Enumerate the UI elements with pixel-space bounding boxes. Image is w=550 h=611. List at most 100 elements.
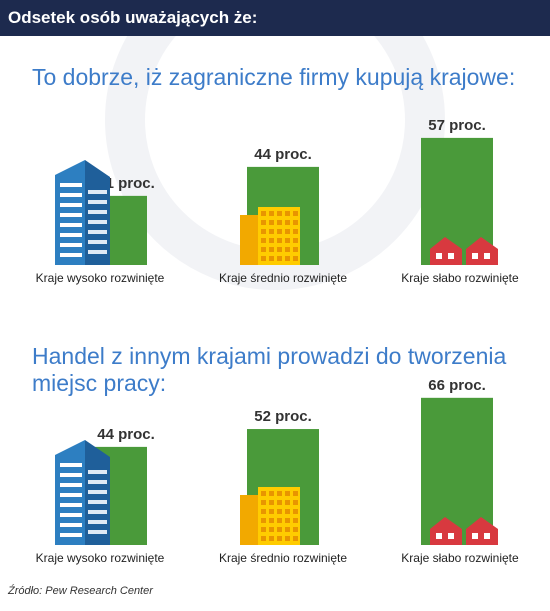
icon [285,238,290,243]
icon [88,520,107,524]
category-label: Kraje średnio rozwinięte [219,271,347,285]
icon [293,238,298,243]
icon [285,220,290,225]
icon [277,256,282,261]
icon [60,513,82,517]
icon [277,491,282,496]
icon [285,536,290,541]
icon [55,440,85,545]
icon [277,211,282,216]
icon [60,193,82,197]
icon [261,509,266,514]
icon [88,240,107,244]
icon [436,253,442,259]
icon [88,200,107,204]
icon [293,491,298,496]
value-label: 44 proc. [254,146,312,163]
icon [285,500,290,505]
icon [277,509,282,514]
icon [285,491,290,496]
icon [55,160,85,265]
icon [285,247,290,252]
icon [60,533,82,537]
chart-title: To dobrze, iż zagraniczne firmy kupują k… [32,64,516,90]
icon [277,238,282,243]
icon [261,229,266,234]
icon [60,243,82,247]
icon [258,207,300,265]
icon [269,247,274,252]
watermark [105,0,445,290]
icon [60,253,82,257]
icon [277,536,282,541]
icon [269,229,274,234]
icon [277,247,282,252]
icon [88,530,107,534]
category-label: Kraje wysoko rozwinięte [36,551,165,565]
icon [277,527,282,532]
category-label: Kraje słabo rozwinięte [401,271,519,285]
icon [269,256,274,261]
icon [240,495,258,545]
chart-title: Handel z innym krajami prowadzi do tworz… [32,343,507,396]
icon [261,220,266,225]
icon [285,229,290,234]
icon [88,190,107,194]
icon [258,487,300,545]
icon [60,223,82,227]
icon [88,230,107,234]
icon [285,509,290,514]
icon [472,253,478,259]
icon [261,238,266,243]
icon [261,211,266,216]
icon [261,491,266,496]
icon [277,518,282,523]
icon [285,527,290,532]
icon [88,510,107,514]
icon [277,500,282,505]
value-label: 44 proc. [97,426,155,443]
icon [261,518,266,523]
value-label: 52 proc. [254,408,312,425]
icon [269,491,274,496]
icon [293,256,298,261]
value-label: 66 proc. [428,377,486,394]
icon [60,493,82,497]
category-label: Kraje słabo rozwinięte [401,551,519,565]
icon [88,220,107,224]
icon [261,247,266,252]
icon [293,500,298,505]
icon [293,527,298,532]
icon [88,500,107,504]
header-title: Odsetek osób uważających że: [0,0,550,36]
category-label: Kraje średnio rozwinięte [219,551,347,565]
icon [269,220,274,225]
icon [293,536,298,541]
icon [293,220,298,225]
icon [261,527,266,532]
icon [240,215,258,265]
icon [269,527,274,532]
icon [484,533,490,539]
icon [285,256,290,261]
icon [293,509,298,514]
icon [88,490,107,494]
icon [60,233,82,237]
icon [88,470,107,474]
icon [88,480,107,484]
icon [269,238,274,243]
icon [60,503,82,507]
icon [269,211,274,216]
icon [60,213,82,217]
icon [436,533,442,539]
icon [60,483,82,487]
icon [293,211,298,216]
icon [269,500,274,505]
value-label: 57 proc. [428,117,486,134]
icon [293,247,298,252]
value-label: 31 proc. [97,175,155,192]
icon [277,220,282,225]
icon [472,533,478,539]
